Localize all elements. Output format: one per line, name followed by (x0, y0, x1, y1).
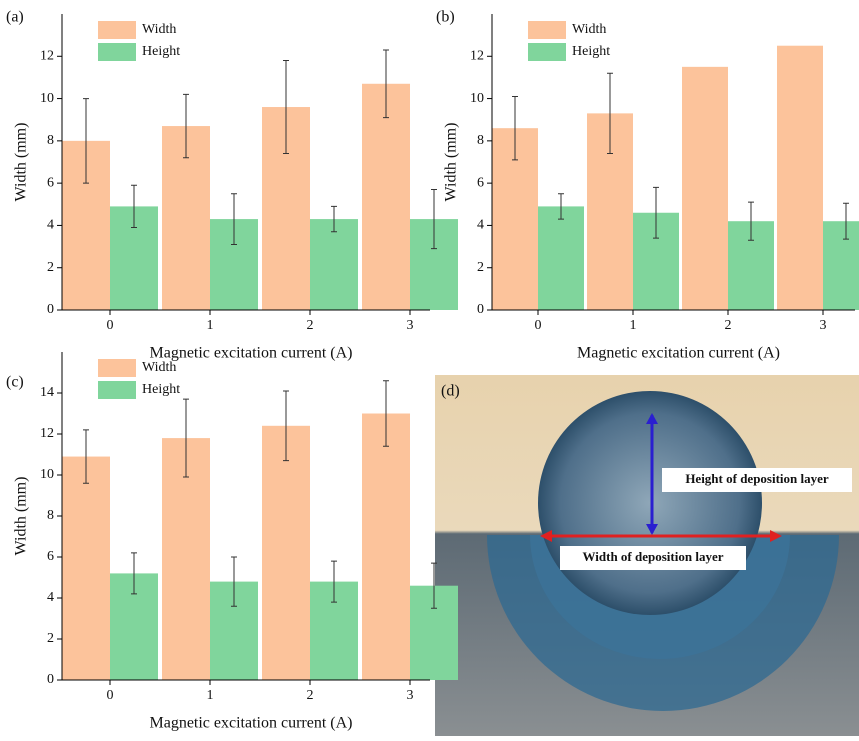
x-tick-label: 2 (307, 318, 314, 333)
legend-swatch (98, 21, 136, 39)
legend-label: Height (572, 44, 610, 59)
x-tick-label: 3 (820, 318, 827, 333)
y-tick-label: 8 (477, 133, 484, 148)
x-tick-label: 3 (407, 318, 414, 333)
bar (777, 46, 823, 310)
legend-label: Width (572, 22, 606, 37)
legend-label: Width (142, 360, 176, 375)
y-tick-label: 0 (477, 302, 484, 317)
bar (362, 414, 410, 681)
y-tick-label: 12 (40, 49, 54, 64)
photo-panel: Height of deposition layer Width of depo… (435, 375, 859, 736)
y-tick-label: 0 (47, 302, 54, 317)
panel-label: (d) (441, 383, 460, 400)
bar (310, 219, 358, 310)
bar (682, 67, 728, 310)
legend-label: Width (142, 22, 176, 37)
bar (823, 221, 859, 310)
y-tick-label: 14 (40, 385, 54, 400)
x-tick-label: 2 (307, 688, 314, 703)
bar (262, 426, 310, 680)
legend-label: Height (142, 382, 180, 397)
y-tick-label: 12 (470, 49, 484, 64)
y-tick-label: 4 (477, 218, 484, 233)
height-label: Height of deposition layer (685, 471, 829, 486)
x-axis-label: Magnetic excitation current (A) (577, 345, 780, 362)
legend-swatch (98, 381, 136, 399)
y-tick-label: 8 (47, 133, 54, 148)
x-axis-label: Magnetic excitation current (A) (149, 715, 352, 732)
legend-swatch (98, 43, 136, 61)
y-tick-label: 2 (47, 260, 54, 275)
y-tick-label: 6 (477, 175, 484, 190)
y-axis-label: Width (mm) (13, 123, 30, 202)
y-tick-label: 6 (47, 175, 54, 190)
panel-label: (a) (6, 9, 24, 26)
x-tick-label: 3 (407, 688, 414, 703)
y-tick-label: 10 (470, 91, 484, 106)
y-tick-label: 12 (40, 426, 54, 441)
legend-swatch (528, 43, 566, 61)
x-tick-label: 0 (535, 318, 542, 333)
y-tick-label: 6 (47, 549, 54, 564)
y-axis-label: Width (mm) (13, 477, 30, 556)
legend-label: Height (142, 44, 180, 59)
x-tick-label: 1 (207, 318, 214, 333)
figure: Height of deposition layer Width of depo… (0, 0, 859, 736)
width-label: Width of deposition layer (583, 549, 724, 564)
deposition-bead (538, 391, 762, 615)
y-tick-label: 2 (47, 631, 54, 646)
legend-swatch (98, 359, 136, 377)
panel-label: (b) (436, 9, 455, 26)
bar (62, 457, 110, 680)
panel-label: (c) (6, 374, 24, 391)
y-tick-label: 0 (47, 672, 54, 687)
y-tick-label: 10 (40, 467, 54, 482)
bar (538, 206, 584, 310)
y-tick-label: 8 (47, 508, 54, 523)
x-tick-label: 0 (107, 318, 114, 333)
x-tick-label: 1 (207, 688, 214, 703)
y-tick-label: 2 (477, 260, 484, 275)
y-tick-label: 4 (47, 218, 54, 233)
x-tick-label: 0 (107, 688, 114, 703)
x-tick-label: 2 (725, 318, 732, 333)
x-tick-label: 1 (630, 318, 637, 333)
y-axis-label: Width (mm) (443, 123, 460, 202)
y-tick-label: 10 (40, 91, 54, 106)
y-tick-label: 4 (47, 590, 54, 605)
legend-swatch (528, 21, 566, 39)
x-axis-label: Magnetic excitation current (A) (149, 345, 352, 362)
